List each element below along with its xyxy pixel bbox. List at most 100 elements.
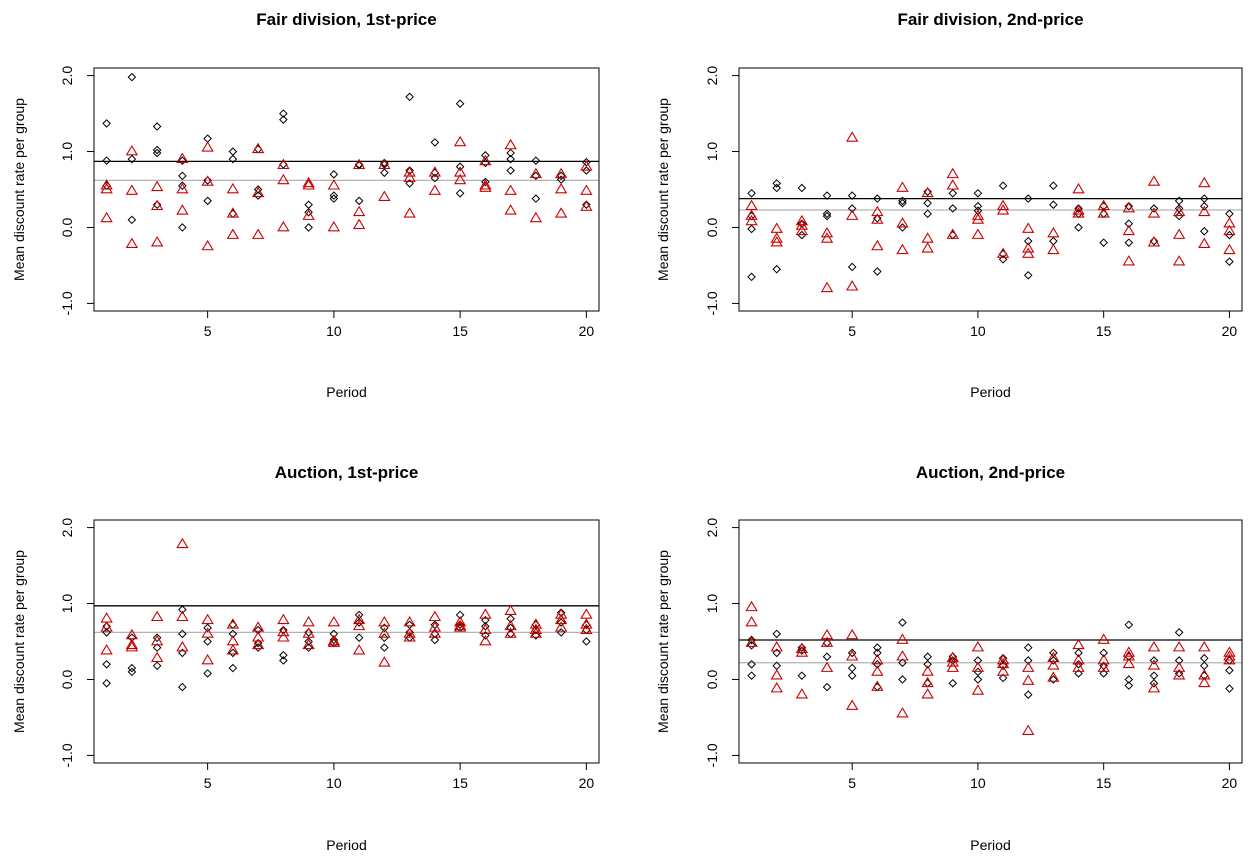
data-point-diamond [455, 610, 465, 620]
data-point-diamond [998, 181, 1008, 191]
data-point-triangle [871, 680, 884, 691]
data-point-diamond [279, 115, 288, 124]
data-point-diamond [127, 663, 137, 673]
data-point-diamond [556, 171, 566, 181]
data-point-triangle [176, 640, 189, 652]
data-point-diamond [203, 196, 212, 206]
y-tick-label: 1.0 [704, 142, 720, 162]
data-point-triangle [453, 615, 467, 627]
data-point-diamond [127, 154, 137, 164]
data-point-triangle [453, 173, 467, 185]
data-point-diamond [1023, 656, 1033, 665]
data-point-diamond [228, 147, 238, 156]
data-point-triangle [1097, 207, 1110, 218]
data-point-triangle [277, 173, 290, 185]
data-point-diamond [923, 187, 932, 197]
x-tick-label: 15 [452, 323, 468, 339]
data-point-diamond [279, 656, 288, 665]
data-point-diamond [1225, 209, 1234, 219]
data-point-diamond [455, 620, 465, 630]
plot-frame [738, 67, 1243, 312]
data-point-diamond [1099, 209, 1108, 219]
data-point-diamond [253, 191, 263, 200]
data-point-triangle [302, 615, 315, 627]
data-point-diamond [1225, 666, 1234, 675]
data-point-triangle [226, 618, 240, 629]
data-point-diamond [203, 134, 212, 143]
data-point-diamond [556, 618, 566, 627]
data-point-triangle [479, 623, 492, 634]
data-point-diamond [1174, 211, 1184, 221]
data-point-diamond [304, 200, 313, 209]
y-tick-label: 2.0 [704, 66, 720, 86]
data-point-diamond [380, 643, 389, 652]
data-point-triangle [996, 199, 1010, 211]
data-point-diamond [354, 196, 364, 206]
y-axis-label: Mean discount rate per group [655, 550, 671, 733]
data-point-diamond [898, 618, 907, 627]
data-point-triangle [277, 158, 290, 170]
data-point-triangle [1223, 646, 1236, 657]
data-point-triangle [971, 661, 985, 672]
y-tick-label: 2.0 [59, 518, 75, 538]
data-point-triangle [201, 653, 214, 665]
data-point-triangle [770, 222, 783, 233]
data-point-triangle [1097, 653, 1110, 665]
data-point-diamond [102, 119, 111, 128]
data-point-diamond [873, 682, 882, 692]
data-point-triangle [504, 627, 517, 638]
data-point-triangle [529, 627, 543, 638]
data-point-diamond [998, 255, 1008, 264]
data-point-diamond [772, 179, 782, 188]
data-point-triangle [251, 228, 265, 239]
data-point-triangle [1022, 247, 1035, 258]
data-point-diamond [1124, 620, 1134, 630]
data-point-triangle [1047, 226, 1060, 238]
data-point-diamond [1049, 181, 1058, 191]
data-point-triangle [971, 640, 985, 652]
data-point-triangle [378, 627, 391, 638]
data-point-triangle [871, 653, 884, 665]
data-point-diamond [772, 648, 782, 658]
data-point-triangle [1198, 669, 1211, 680]
y-tick-label: 2.0 [704, 518, 720, 538]
data-point-triangle [150, 180, 164, 192]
chart-title: Fair division, 2nd-price [897, 10, 1083, 29]
data-point-diamond [1149, 236, 1159, 246]
data-point-triangle [100, 182, 113, 194]
data-point-diamond [102, 622, 111, 631]
data-point-triangle [1198, 205, 1211, 217]
data-point-diamond [822, 191, 832, 200]
data-point-triangle [201, 239, 214, 251]
data-point-diamond [304, 643, 313, 652]
data-point-diamond [898, 196, 907, 206]
data-point-triangle [1097, 661, 1110, 672]
data-point-triangle [529, 623, 543, 634]
x-tick-label: 10 [326, 775, 342, 791]
data-point-triangle [971, 213, 985, 224]
data-point-triangle [996, 653, 1010, 665]
data-point-diamond [354, 633, 364, 643]
chart-panel-1: Fair division, 1st-price Period Mean disco… [11, 10, 600, 400]
data-point-triangle [1122, 657, 1136, 669]
data-point-triangle [251, 142, 265, 154]
data-point-triangle [201, 613, 214, 625]
y-axis-label: Mean discount rate per group [655, 98, 671, 281]
data-point-triangle [554, 182, 568, 194]
data-point-triangle [871, 665, 884, 676]
data-point-triangle [921, 676, 934, 688]
data-point-triangle [125, 144, 139, 156]
data-point-triangle [453, 619, 467, 631]
data-point-triangle [845, 628, 859, 640]
data-point-diamond [822, 682, 832, 692]
data-point-triangle [770, 236, 783, 247]
data-point-triangle [1047, 243, 1060, 255]
data-point-triangle [946, 661, 959, 672]
data-point-triangle [176, 204, 189, 215]
chart-title: Auction, 2nd-price [916, 463, 1065, 482]
data-point-triangle [1072, 661, 1085, 672]
data-point-triangle [100, 211, 113, 223]
data-point-triangle [896, 650, 909, 661]
data-point-triangle [1198, 676, 1211, 688]
data-point-triangle [1122, 255, 1136, 266]
